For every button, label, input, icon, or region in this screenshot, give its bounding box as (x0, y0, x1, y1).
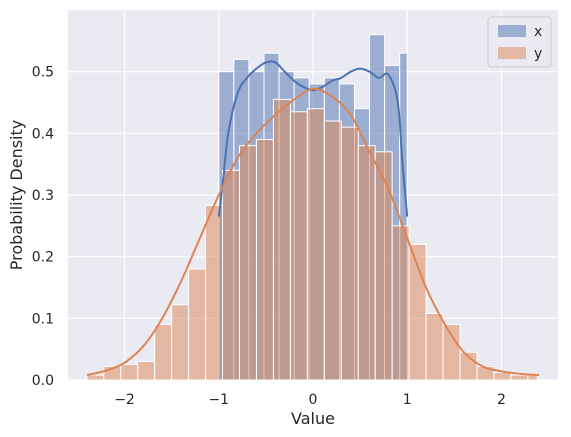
y-tick-label: 0.5 (32, 65, 54, 81)
bar-y (205, 204, 224, 381)
bar-y (425, 312, 444, 381)
bar-y (120, 364, 139, 381)
kde-line-y (86, 87, 540, 377)
bar-y (171, 304, 190, 381)
legend-label-y: y (534, 46, 542, 62)
y-tick-label: 0.4 (32, 126, 54, 142)
bar-y (272, 98, 291, 381)
bar-y (442, 324, 461, 381)
y-axis-label: Probability Density (7, 120, 26, 271)
bar-y (357, 145, 376, 381)
legend-swatch-x (498, 25, 526, 37)
legend: xy (487, 16, 552, 68)
bar-y (239, 145, 257, 381)
kde-line-x (217, 60, 409, 217)
bar-y (306, 108, 325, 381)
bar-y (154, 324, 173, 381)
bar-y (374, 151, 393, 381)
x-axis-label: Value (291, 409, 335, 428)
x-tick-label: −2 (114, 392, 135, 408)
bar-y (340, 126, 359, 381)
x-tick-label: 0 (309, 392, 318, 408)
tick-labels: −2 −1 0 1 2 0.0 0.1 0.2 0.3 0.4 0.5 (32, 65, 506, 408)
histogram-bars (86, 34, 538, 381)
bar-y (86, 374, 105, 381)
x-tick-label: −1 (208, 392, 229, 408)
y-tick-label: 0.2 (32, 250, 54, 266)
legend-label-x: x (534, 24, 542, 40)
bar-y (289, 111, 308, 381)
bar-y (510, 374, 529, 381)
x-tick-label: 1 (403, 392, 412, 408)
series-bars-y (86, 98, 538, 381)
bar-y (323, 120, 342, 381)
bar-y (391, 225, 410, 381)
bar-y (255, 139, 274, 381)
bar-y (493, 372, 512, 381)
x-tick-label: 2 (497, 392, 506, 408)
y-tick-label: 0.1 (32, 311, 54, 327)
legend-swatch-y (498, 47, 526, 59)
bar-y (137, 361, 156, 381)
y-tick-label: 0.3 (32, 188, 54, 204)
y-tick-label: 0.0 (32, 373, 54, 389)
bar-y (188, 268, 207, 381)
bar-y (222, 169, 241, 381)
kde-curves (86, 60, 540, 377)
